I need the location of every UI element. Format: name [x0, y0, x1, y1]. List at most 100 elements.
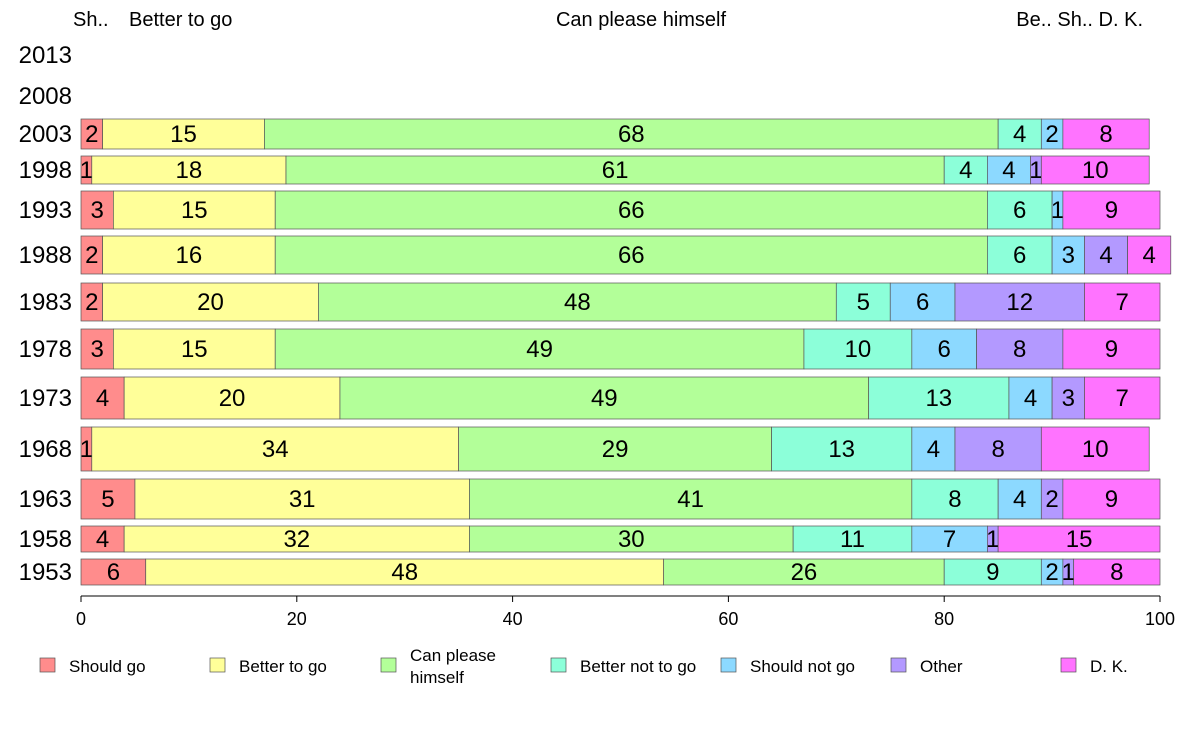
- bar-segment-1978-2: [274, 328, 805, 370]
- bar-label-1958-0: 4: [96, 526, 109, 553]
- legend-label-6: D. K.: [1090, 657, 1128, 676]
- bar-segment-1973-4: [1008, 376, 1053, 420]
- bar-segment-1968-3: [771, 426, 913, 472]
- y-label-1953: 1953: [19, 559, 72, 586]
- bar-label-1998-1: 18: [176, 157, 203, 184]
- bar-segment-1983-2: [318, 282, 837, 322]
- bar-segment-1953-3: [943, 558, 1042, 586]
- y-label-1978: 1978: [19, 336, 72, 363]
- bar-label-1983-2: 48: [564, 289, 591, 316]
- y-label-2013: 2013: [19, 42, 72, 69]
- bar-label-1953-6: 8: [1110, 559, 1123, 586]
- bar-label-1968-6: 10: [1082, 436, 1109, 463]
- bar-label-1988-5: 4: [1099, 242, 1112, 269]
- x-tick-label-0: 0: [76, 609, 86, 629]
- bar-label-1998-5: 1: [1029, 157, 1042, 184]
- bar-label-1988-6: 4: [1143, 242, 1156, 269]
- top-label-right-group: Be.. Sh.. D. K.: [1016, 9, 1143, 31]
- bar-segment-1973-1: [123, 376, 341, 420]
- bar-segment-1963-2: [469, 478, 913, 520]
- bar-label-1973-3: 13: [925, 385, 952, 412]
- bar-segment-1998-4: [987, 155, 1031, 185]
- bar-label-1993-2: 66: [618, 197, 645, 224]
- bar-label-1998-0: 1: [80, 157, 93, 184]
- y-label-1968: 1968: [19, 436, 72, 463]
- bar-label-1978-4: 6: [938, 336, 951, 363]
- bar-label-1983-3: 5: [857, 289, 870, 316]
- bar-segment-1958-1: [123, 525, 470, 553]
- bar-segment-1958-6: [997, 525, 1161, 553]
- bar-label-1953-0: 6: [107, 559, 120, 586]
- bar-label-1973-0: 4: [96, 385, 109, 412]
- bar-segment-2003-3: [997, 118, 1042, 150]
- bar-label-1958-3: 11: [840, 526, 865, 553]
- bar-label-2003-3: 4: [1013, 121, 1026, 148]
- bar-label-1983-5: 12: [1006, 289, 1033, 316]
- top-labels: Sh.. Better to go Can please himself Be.…: [73, 9, 1143, 31]
- bar-label-1968-1: 34: [262, 436, 289, 463]
- bar-segment-1983-4: [889, 282, 956, 322]
- bar-segment-2003-6: [1062, 118, 1150, 150]
- bar-segment-1993-2: [274, 190, 988, 230]
- bar-segment-1998-6: [1040, 155, 1150, 185]
- bar-label-1993-4: 1: [1051, 197, 1064, 224]
- bar-label-1963-6: 9: [1105, 486, 1118, 513]
- bar-label-1963-0: 5: [101, 486, 114, 513]
- x-axis: 0 20 40 60 80 100: [76, 595, 1175, 629]
- bar-segment-1973-5: [1051, 376, 1085, 420]
- legend-swatch-0: [39, 657, 56, 673]
- bar-segment-1983-1: [102, 282, 319, 322]
- bar-label-1998-4: 4: [1002, 157, 1015, 184]
- bar-segment-1998-3: [943, 155, 988, 185]
- y-label-1988: 1988: [19, 242, 72, 269]
- bar-segment-1998-2: [285, 155, 945, 185]
- legend-label-2: Can please himself: [410, 646, 496, 687]
- bar-segment-1953-0: [80, 558, 147, 586]
- x-tick-label-40: 40: [503, 609, 523, 629]
- bar-segment-1988-3: [987, 235, 1053, 275]
- bar-segment-1983-3: [835, 282, 891, 322]
- bar-segment-1953-6: [1073, 558, 1161, 586]
- bar-label-1988-2: 66: [618, 242, 645, 269]
- bar-label-1968-5: 8: [991, 436, 1004, 463]
- bar-label-1988-0: 2: [85, 242, 98, 269]
- bar-label-1968-0: 1: [80, 436, 93, 463]
- bar-label-2003-2: 68: [618, 121, 645, 148]
- x-tick-label-20: 20: [287, 609, 307, 629]
- bar-label-1983-1: 20: [197, 289, 224, 316]
- bar-label-1953-5: 1: [1062, 559, 1075, 586]
- bar-segment-1953-1: [145, 558, 665, 586]
- bar-label-2003-1: 15: [170, 121, 197, 148]
- bar-label-1978-3: 10: [845, 336, 872, 363]
- top-label-better-to-go: Better to go: [129, 9, 232, 31]
- bar-segment-1973-6: [1084, 376, 1161, 420]
- bar-label-1968-2: 29: [602, 436, 629, 463]
- bar-segment-1978-5: [976, 328, 1064, 370]
- bar-segment-1973-3: [868, 376, 1010, 420]
- bar-segment-1978-0: [80, 328, 114, 370]
- bar-segment-1968-6: [1040, 426, 1150, 472]
- bar-label-1988-4: 3: [1062, 242, 1075, 269]
- bar-label-1958-6: 15: [1066, 526, 1093, 553]
- legend-label-3: Better not to go: [580, 657, 696, 676]
- bar-label-1973-2: 49: [591, 385, 618, 412]
- bar-segment-1988-1: [102, 235, 276, 275]
- bar-label-2003-6: 8: [1099, 121, 1112, 148]
- legend-swatch-6: [1060, 657, 1077, 673]
- legend-swatch-5: [890, 657, 907, 673]
- bar-label-1998-6: 10: [1082, 157, 1109, 184]
- bar-label-1963-1: 31: [289, 486, 316, 513]
- bar-segment-1968-5: [954, 426, 1042, 472]
- bar-label-1953-1: 48: [391, 559, 418, 586]
- bar-label-2003-4: 2: [1045, 121, 1058, 148]
- bar-label-1963-3: 8: [948, 486, 961, 513]
- top-label-should-go: Sh..: [73, 9, 109, 31]
- bar-label-1973-1: 20: [219, 385, 246, 412]
- bar-segment-1958-2: [469, 525, 794, 553]
- bar-segment-2003-2: [264, 118, 999, 150]
- y-label-1998: 1998: [19, 157, 72, 184]
- y-label-1958: 1958: [19, 526, 72, 553]
- bar-segment-2003-1: [102, 118, 265, 150]
- bar-label-1978-6: 9: [1105, 336, 1118, 363]
- bar-segment-1973-2: [339, 376, 870, 420]
